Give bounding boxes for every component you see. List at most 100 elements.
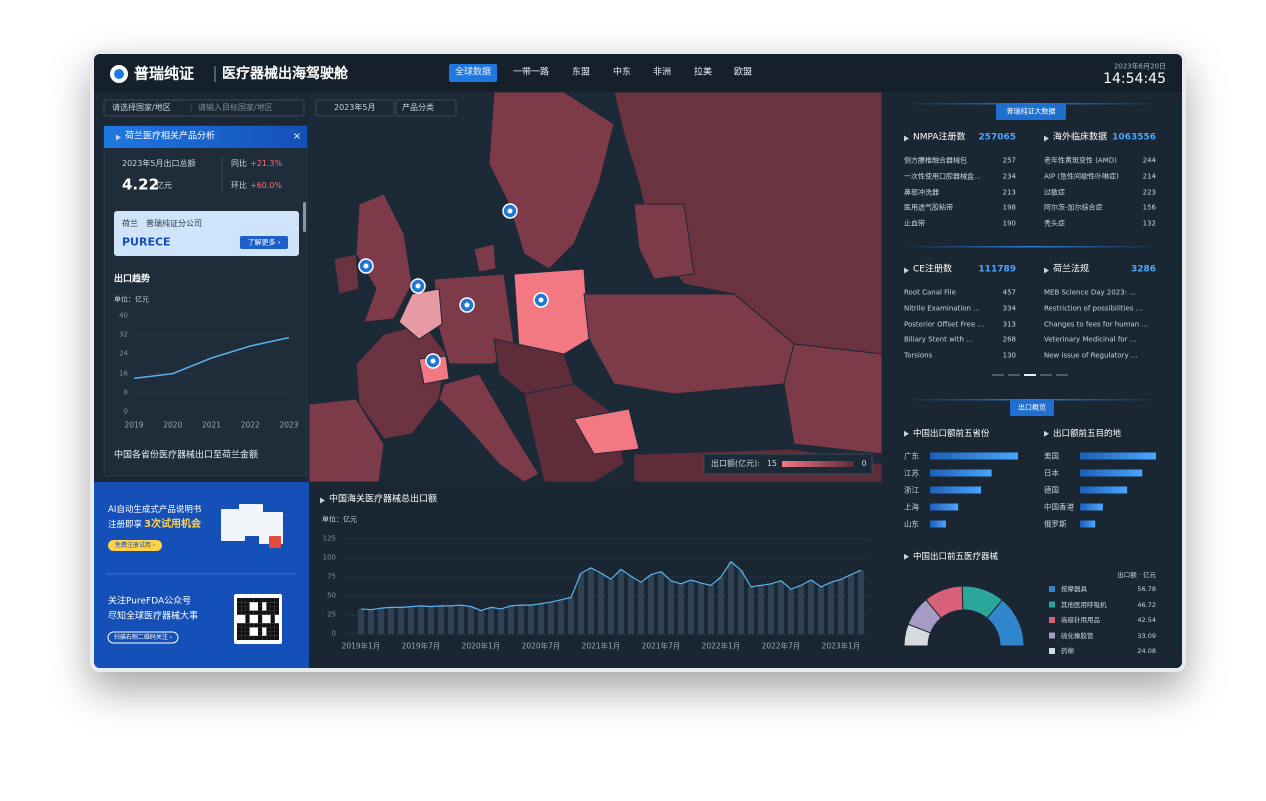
qr-cell <box>245 627 250 632</box>
qr-cell <box>241 631 246 636</box>
list-item-name: Posterior Offset Free ... <box>904 320 985 329</box>
qr-cell <box>266 606 271 611</box>
map-region <box>613 91 883 355</box>
qr-cell <box>274 627 279 632</box>
promo-text: 注册即享 <box>108 519 143 530</box>
pager-dot <box>1024 374 1036 376</box>
qr-cell <box>258 631 263 636</box>
bar <box>518 605 524 634</box>
promo-button-label[interactable]: 免费注册试用 › <box>114 541 156 549</box>
list-item-value: 190 <box>1002 219 1016 228</box>
qr-cell <box>245 610 250 615</box>
more-button <box>240 236 288 249</box>
list-total: 257065 <box>978 132 1016 143</box>
bar <box>808 580 814 634</box>
map-pin-dot <box>363 263 369 269</box>
bar <box>648 574 654 634</box>
qr-cell <box>266 627 271 632</box>
pager-dot <box>1008 374 1020 376</box>
bar <box>488 607 494 634</box>
badge <box>996 104 1066 120</box>
list-title: CE注册数 <box>904 265 952 275</box>
chart-title: 中国出口额前五省份 <box>904 430 990 439</box>
bar <box>608 579 614 634</box>
nav-tab[interactable]: 中东 <box>612 67 632 78</box>
qr-cell <box>274 602 279 607</box>
nav-tab[interactable]: 欧盟 <box>733 67 753 78</box>
bar <box>930 520 946 528</box>
qr-cell <box>258 614 263 619</box>
qr-cell <box>266 602 271 607</box>
qr-cell <box>245 598 250 603</box>
mom-label: 环比 <box>231 181 247 190</box>
qr-cell <box>262 635 267 640</box>
map-region <box>523 383 625 483</box>
promo-text: 关注PureFDA公众号 <box>108 596 192 607</box>
map-region <box>473 243 497 273</box>
qr-cell <box>241 606 246 611</box>
map-pin-dot <box>415 283 421 289</box>
y-tick-label: 0 <box>331 629 336 638</box>
y-tick-label: 25 <box>327 610 336 619</box>
x-tick-label: 2023年1月 <box>821 641 861 651</box>
qr-cell <box>266 635 271 640</box>
nav-tab[interactable]: 拉美 <box>693 67 713 78</box>
month-select[interactable]: 2023年5月 <box>334 103 376 112</box>
qr-cell <box>245 623 250 628</box>
legend-label: 高级针用用品 <box>1061 615 1100 624</box>
list-item-name: Changes to fees for human ... <box>1044 320 1149 329</box>
bar <box>748 586 754 634</box>
list-total: 3286 <box>1130 264 1156 275</box>
bar <box>638 582 644 634</box>
doc-illustration <box>239 504 263 536</box>
promo-button-label[interactable]: 扫描右侧二维码关注 › <box>113 633 173 641</box>
badge-label: 出口概览 <box>1018 403 1046 412</box>
qr-cell <box>270 619 275 624</box>
country-panel-bg <box>103 125 308 477</box>
bar <box>598 573 604 634</box>
close-button[interactable]: × <box>292 131 302 142</box>
qr-cell <box>274 635 279 640</box>
legend-swatch <box>1049 648 1055 654</box>
map-region <box>583 293 795 395</box>
list-item-name: AIP (急性间歇性卟啉症) <box>1044 172 1119 181</box>
bar <box>358 608 364 634</box>
nav-tab[interactable]: 一带一路 <box>512 67 550 78</box>
bar-label: 上海 <box>904 502 919 512</box>
bar <box>1080 486 1128 494</box>
donut-segment <box>986 599 1025 647</box>
qr-cell <box>274 610 279 615</box>
x-tick-label: 2020年1月 <box>461 641 501 651</box>
bar-label: 日本 <box>1044 468 1059 478</box>
category-select[interactable]: 产品分类 <box>402 103 434 112</box>
bar <box>578 573 584 634</box>
nav-tab[interactable]: 全球数据 <box>454 67 492 78</box>
x-tick-label: 2019年7月 <box>401 641 441 651</box>
nav-tab[interactable]: 非洲 <box>652 67 672 78</box>
list-item-value: 313 <box>1002 320 1016 329</box>
bar-label: 广东 <box>904 451 919 461</box>
nav-tab[interactable]: 东盟 <box>571 67 591 78</box>
more-button-label[interactable]: 了解更多 › <box>247 238 281 246</box>
bar-label: 美国 <box>1044 451 1059 461</box>
qr-cell <box>237 631 242 636</box>
list-item-name: 鼻部冲洗器 <box>904 188 939 197</box>
y-tick-label: 24 <box>119 349 128 358</box>
bar <box>818 586 824 634</box>
bar <box>848 574 854 634</box>
qr-cell <box>266 623 271 628</box>
map-region <box>398 288 443 340</box>
bar <box>628 576 634 634</box>
search-input[interactable]: 请输入目标国家/地区 <box>198 103 273 112</box>
export-unit: 亿元 <box>156 181 172 190</box>
country-select[interactable]: 请选择国家/地区 <box>112 103 171 112</box>
map-pin-dot <box>538 297 544 303</box>
bar <box>398 607 404 634</box>
pager-dot <box>992 374 1004 376</box>
qr-cell <box>237 623 242 628</box>
bar <box>458 605 464 634</box>
promo-button <box>107 631 179 644</box>
qr-cell <box>245 619 250 624</box>
company-name: 普瑞纯证分公司 <box>146 219 202 228</box>
export-value: 4.22 <box>122 175 160 194</box>
